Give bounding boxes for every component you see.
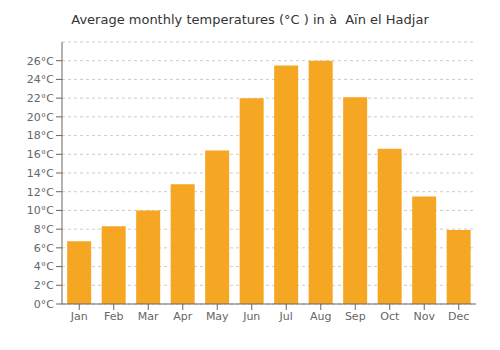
- svg-text:0°C: 0°C: [34, 298, 54, 311]
- html-text:Average monthly temperatures (: Average monthly temperatures (°C ) in à …: [71, 12, 429, 27]
- svg-text:6°C: 6°C: [34, 242, 54, 255]
- svg-text:24°C: 24°C: [27, 73, 54, 86]
- svg-text:20°C: 20°C: [27, 111, 54, 124]
- svg-text:May: May: [206, 310, 229, 323]
- svg-text:Apr: Apr: [173, 310, 193, 323]
- svg-text:Sep: Sep: [345, 310, 366, 323]
- svg-text:10°C: 10°C: [27, 204, 54, 217]
- svg-text:Jun: Jun: [242, 310, 260, 323]
- svg-text:Jan: Jan: [70, 310, 88, 323]
- svg-text:16°C: 16°C: [27, 148, 54, 161]
- svg-text:26°C: 26°C: [27, 55, 54, 68]
- svg-text:8°C: 8°C: [34, 223, 54, 236]
- svg-text:22°C: 22°C: [27, 92, 54, 105]
- svg-text:Feb: Feb: [104, 310, 123, 323]
- svg-text:Oct: Oct: [380, 310, 400, 323]
- svg-text:12°C: 12°C: [27, 186, 54, 199]
- svg-text:Aug: Aug: [310, 310, 331, 323]
- svg-text:4°C: 4°C: [34, 260, 54, 273]
- svg-text:14°C: 14°C: [27, 167, 54, 180]
- svg-text:Jul: Jul: [279, 310, 293, 323]
- svg-text:Mar: Mar: [138, 310, 159, 323]
- svg-text:Dec: Dec: [448, 310, 469, 323]
- svg-text:Nov: Nov: [414, 310, 436, 323]
- svg-text:2°C: 2°C: [34, 279, 54, 292]
- svg-text:18°C: 18°C: [27, 129, 54, 142]
